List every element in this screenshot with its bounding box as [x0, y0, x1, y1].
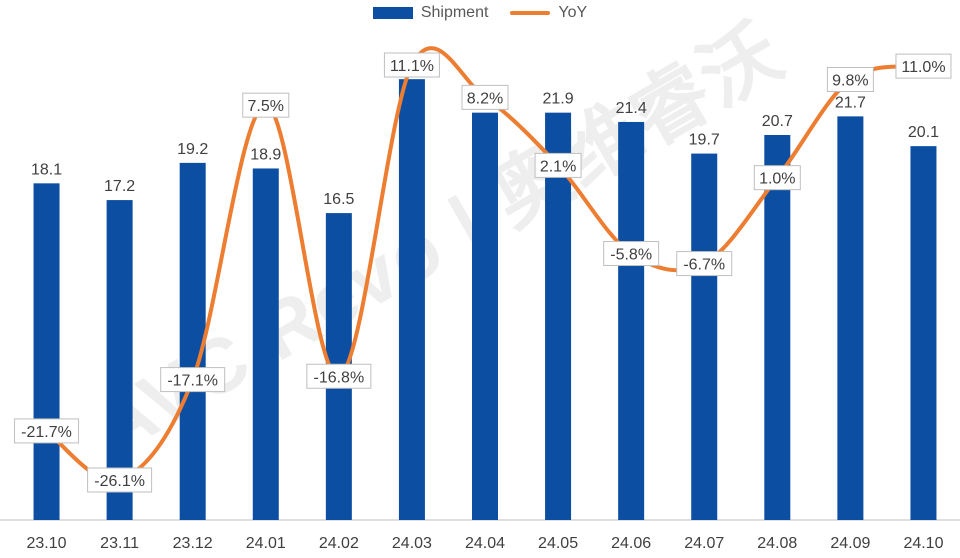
bar-value-label: 17.2 [104, 178, 135, 195]
yoy-label-text: -17.1% [167, 373, 218, 390]
legend-swatch-yoy [510, 11, 551, 15]
yoy-label-box [603, 241, 660, 267]
bar-shipment [545, 112, 572, 520]
bar-shipment [179, 162, 206, 520]
yoy-label-box [383, 52, 440, 78]
yoy-label-box [306, 363, 372, 389]
bar-shipment [252, 168, 279, 520]
yoy-value-label: 2.1% [534, 152, 582, 178]
yoy-label-text: -16.8% [313, 369, 364, 386]
yoy-label-box [14, 418, 80, 444]
legend-item-yoy: YoY [510, 4, 587, 22]
yoy-label-text: 7.5% [248, 98, 284, 115]
yoy-label-text: 1.0% [759, 171, 795, 188]
yoy-label-text: -5.8% [610, 247, 652, 264]
bar-value-label: 20.7 [762, 113, 793, 130]
yoy-label-text: 11.1% [390, 58, 434, 75]
bar-shipment [398, 79, 425, 521]
yoy-label-text: -21.7% [21, 424, 72, 441]
yoy-label-box [87, 467, 153, 493]
x-tick-label: 24.08 [757, 535, 797, 552]
yoy-label-box [160, 367, 226, 393]
x-tick-label: 24.05 [538, 535, 578, 552]
bar-shipment [472, 112, 498, 520]
legend-item-shipment: Shipment [372, 4, 489, 22]
bar-shipment [910, 146, 937, 520]
yoy-value-label: -17.1% [160, 367, 226, 393]
yoy-label-text: 9.8% [832, 73, 868, 90]
yoy-value-label: 9.8% [826, 67, 874, 93]
bar-value-label: 18.1 [31, 161, 62, 178]
x-tick-label: 24.07 [684, 535, 724, 552]
bar-shipment [33, 183, 60, 520]
yoy-label-box [895, 53, 952, 79]
yoy-label-box [676, 251, 733, 277]
yoy-label-box [242, 92, 290, 118]
yoy-value-label: 11.0% [895, 53, 952, 79]
bar-shipment [618, 121, 645, 521]
bar-value-label: 20.1 [908, 124, 939, 141]
x-tick-label: 24.09 [830, 535, 870, 552]
bar-value-label: 21.4 [616, 100, 647, 117]
yoy-label-box [753, 165, 801, 191]
yoy-value-label: 8.2% [461, 84, 509, 110]
yoy-value-label: -5.8% [603, 241, 660, 267]
bar-value-label: 16.5 [323, 191, 354, 208]
yoy-label-box [826, 67, 874, 93]
bar-value-label: 19.2 [177, 141, 208, 158]
bar-shipment [764, 134, 791, 521]
yoy-label-box [461, 84, 509, 110]
x-tick-label: 23.11 [100, 535, 139, 552]
yoy-label-text: -26.1% [94, 473, 145, 490]
yoy-value-label: 11.1% [383, 52, 440, 78]
x-tick-label: 23.10 [27, 535, 67, 552]
bar-value-label: 21.7 [835, 94, 866, 111]
x-tick-label: 24.06 [611, 535, 651, 552]
bar-shipment [691, 153, 718, 520]
chart-legend: Shipment YoY [0, 4, 960, 22]
yoy-value-label: 7.5% [242, 92, 290, 118]
legend-swatch-shipment [372, 7, 413, 19]
yoy-label-text: 11.0% [901, 59, 945, 76]
x-tick-label: 24.04 [465, 535, 505, 552]
yoy-value-label: -6.7% [676, 251, 733, 277]
x-tick-label: 24.10 [903, 535, 943, 552]
yoy-value-label: -16.8% [306, 363, 372, 389]
yoy-value-label: 1.0% [753, 165, 801, 191]
yoy-label-text: 2.1% [540, 158, 576, 175]
bar-value-label: 21.9 [543, 91, 574, 108]
yoy-label-text: 8.2% [467, 90, 503, 107]
legend-label-shipment: Shipment [420, 4, 489, 21]
bar-shipment [106, 200, 133, 520]
x-tick-label: 24.01 [246, 535, 286, 552]
bar-value-label: 18.9 [250, 146, 281, 163]
yoy-value-label: -26.1% [87, 467, 153, 493]
bar-shipment [837, 116, 864, 520]
yoy-label-text: -6.7% [683, 257, 725, 274]
x-tick-label: 23.12 [173, 535, 213, 552]
yoy-label-box [534, 152, 582, 178]
x-tick-label: 24.02 [319, 535, 359, 552]
yoy-value-label: -21.7% [14, 418, 80, 444]
bar-value-label: 19.7 [689, 132, 720, 149]
x-tick-label: 24.03 [392, 535, 432, 552]
legend-label-yoy: YoY [558, 4, 588, 21]
